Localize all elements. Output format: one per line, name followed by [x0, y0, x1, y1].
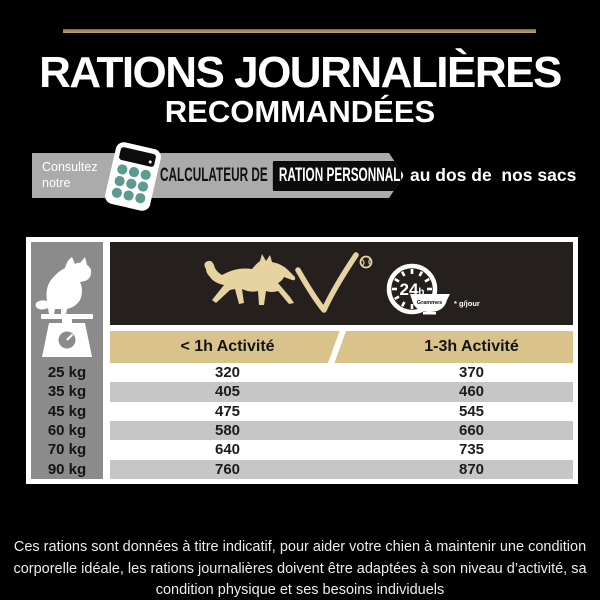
table-row: 580 660 — [110, 420, 573, 441]
banner-intro-line2: notre — [42, 175, 71, 190]
clock-unit: h — [418, 287, 424, 298]
grammes-bowl-icon: Grammes * g/jour — [410, 294, 480, 315]
running-dog-icon — [204, 254, 296, 305]
ration-table: 25 kg 35 kg 45 kg 60 kg 70 kg 90 kg — [26, 237, 578, 484]
ration-table-body: 320 370 405 460 475 545 580 660 640 735 … — [110, 363, 573, 479]
ration-high-cell: 370 — [458, 364, 485, 381]
weight-label: 90 kg — [47, 460, 87, 478]
table-icon-band: 24h Grammes * g/jour — [110, 242, 573, 325]
dog-on-scale-icon — [35, 257, 93, 357]
ration-low-cell: 405 — [214, 383, 241, 401]
weight-label: 45 kg — [47, 402, 87, 420]
ration-low-cell: 320 — [214, 364, 241, 381]
ration-low-cell: 475 — [214, 402, 241, 420]
disclaimer-text: Ces rations sont données à titre indicat… — [13, 539, 587, 598]
activity-header-row: < 1h Activité 1-3h Activité — [110, 331, 573, 363]
ration-high-cell: 870 — [458, 460, 485, 478]
weight-labels: 25 kg 35 kg 45 kg 60 kg 70 kg 90 kg — [31, 363, 103, 479]
column-header-high-activity: 1-3h Activité — [424, 338, 519, 355]
table-row: 320 370 — [110, 363, 573, 382]
gold-divider-line — [63, 29, 536, 33]
per-day-label: * g/jour — [454, 299, 480, 308]
table-row: 475 545 — [110, 402, 573, 421]
page-title: RATIONS JOURNALIÈRES — [39, 48, 562, 97]
icon-band-graphics: 24h Grammes * g/jour — [204, 252, 480, 315]
calculator-banner: Consultez notre CALCULATEUR DE RATION PE… — [32, 153, 404, 198]
ration-high-cell: 460 — [458, 383, 485, 401]
calc-prefix-label: CALCULATEUR DE — [160, 164, 268, 186]
page-subtitle: RECOMMANDÉES — [164, 94, 436, 129]
ration-high-cell: 735 — [458, 441, 485, 459]
checkmark-ball-icon — [295, 252, 373, 313]
weight-label: 35 kg — [47, 383, 87, 401]
banner-intro-line1: Consultez — [42, 160, 98, 174]
ration-low-cell: 760 — [214, 460, 241, 478]
column-header-low-activity: < 1h Activité — [180, 338, 275, 355]
weight-label: 70 kg — [47, 441, 87, 459]
weight-label: 25 kg — [47, 364, 87, 381]
banner-suffix-label: au dos de nos sacs — [410, 165, 577, 185]
ration-low-cell: 580 — [214, 421, 241, 439]
ration-low-cell: 640 — [214, 441, 241, 459]
weight-column: 25 kg 35 kg 45 kg 60 kg 70 kg 90 kg — [31, 242, 103, 479]
ration-high-cell: 660 — [458, 421, 485, 439]
table-row: 405 460 — [110, 382, 573, 402]
table-row: 760 870 — [110, 459, 573, 479]
weight-label: 60 kg — [47, 421, 87, 439]
banner-intro-text: Consultez notre — [42, 160, 98, 191]
calculator-screen-dot — [148, 160, 153, 164]
banner-calc-text: CALCULATEUR DE RATION PERSONNALISÉE — [160, 153, 433, 198]
ration-high-cell: 545 — [458, 402, 485, 420]
calculator-keys — [111, 163, 152, 204]
calculator-icon — [103, 140, 163, 213]
table-row: 640 735 — [110, 440, 573, 459]
bowl-label: Grammes — [417, 300, 442, 306]
